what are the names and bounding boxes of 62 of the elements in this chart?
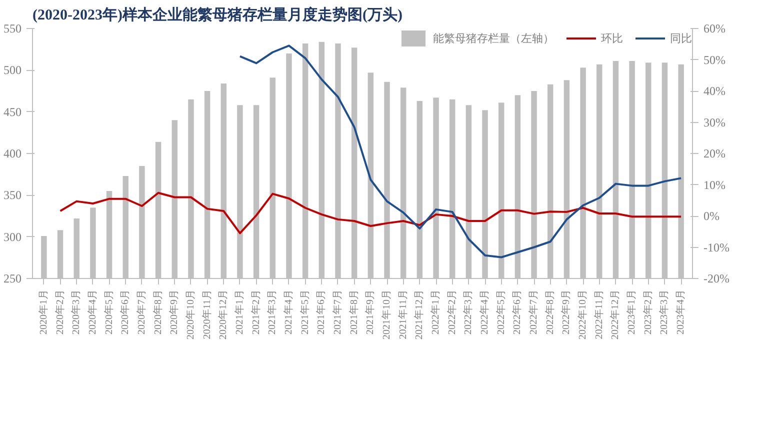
x-tick-label: 2020年11月 bbox=[200, 289, 213, 340]
x-tick-label: 2020年12月 bbox=[217, 290, 230, 340]
x-tick-label: 2020年8月 bbox=[152, 290, 164, 334]
y-tick-label: 250 bbox=[4, 272, 22, 286]
line-series bbox=[238, 44, 682, 258]
x-tick-label: 2022年12月 bbox=[609, 290, 622, 340]
x-tick-label: 2021年8月 bbox=[348, 290, 360, 334]
y-tick-label: 400 bbox=[4, 146, 22, 160]
y-tick-label: 300 bbox=[4, 230, 22, 244]
x-tick-label: 2021年4月 bbox=[282, 290, 294, 334]
x-tick-label: 2021年7月 bbox=[331, 290, 344, 334]
x-tick-label: 2021年6月 bbox=[315, 290, 328, 334]
x-tick-label: 2022年1月 bbox=[430, 290, 442, 334]
x-tick-label: 2020年9月 bbox=[168, 290, 180, 334]
legend-label: 同比 bbox=[670, 32, 692, 46]
y-tick-label: 550 bbox=[4, 22, 22, 36]
x-tick-label: 2020年1月 bbox=[37, 290, 50, 334]
x-tick-label: 2020年3月 bbox=[70, 290, 82, 334]
x-tick-label: 2022年10月 bbox=[576, 290, 589, 340]
x-tick-label: 2021年3月 bbox=[266, 290, 278, 334]
y2-tick-label: -20% bbox=[704, 272, 730, 286]
chart-title: (2020-2023年)样本企业能繁母猪存栏量月度走势图(万头) bbox=[32, 6, 402, 24]
x-tick-label: 2022年11月 bbox=[592, 289, 605, 340]
x-tick-label: 2023年2月 bbox=[642, 290, 654, 334]
x-tick-label: 2020年5月 bbox=[102, 290, 115, 334]
y2-tick-label: 40% bbox=[704, 84, 726, 98]
x-tick-label: 2021年5月 bbox=[298, 290, 311, 334]
y2-tick-label: 10% bbox=[704, 178, 726, 192]
x-tick-label: 2021年1月 bbox=[233, 290, 246, 334]
y2-tick-label: 60% bbox=[704, 22, 726, 36]
y2-tick-label: -10% bbox=[704, 240, 730, 254]
x-tick-label: 2021年10月 bbox=[380, 290, 393, 340]
legend-label: 能繁母猪存栏量（左轴） bbox=[433, 32, 554, 46]
x-tick-label: 2020年2月 bbox=[54, 290, 66, 334]
x-tick-label: 2022年5月 bbox=[494, 290, 507, 334]
y2-tick-label: 0% bbox=[704, 209, 720, 223]
x-tick-label: 2022年6月 bbox=[511, 290, 524, 334]
x-tick-label: 2022年8月 bbox=[544, 290, 556, 334]
x-tick-label: 2022年2月 bbox=[446, 290, 458, 334]
x-tick-label: 2023年4月 bbox=[674, 290, 687, 334]
x-tick-label: 2022年4月 bbox=[478, 290, 491, 334]
x-tick-label: 2021年12月 bbox=[413, 290, 426, 340]
y-tick-label: 500 bbox=[4, 63, 22, 78]
x-tick-label: 2023年1月 bbox=[626, 290, 638, 334]
y2-tick-label: 30% bbox=[704, 115, 726, 130]
x-tick-label: 2022年7月 bbox=[528, 290, 540, 334]
y2-tick-label: 50% bbox=[704, 52, 726, 67]
legend-label: 环比 bbox=[601, 32, 623, 46]
x-tick-label: 2022年9月 bbox=[560, 290, 572, 334]
x-tick-label: 2020年7月 bbox=[135, 290, 148, 334]
line-series bbox=[59, 192, 682, 234]
y2-tick-label: 20% bbox=[704, 146, 726, 160]
x-tick-label: 2022年3月 bbox=[462, 290, 474, 334]
x-tick-label: 2021年2月 bbox=[250, 290, 262, 334]
x-tick-label: 2020年4月 bbox=[86, 290, 98, 334]
x-tick-label: 2023年3月 bbox=[658, 290, 670, 334]
x-tick-label: 2020年6月 bbox=[119, 290, 132, 334]
x-tick-label: 2020年10月 bbox=[184, 290, 196, 340]
x-tick-label: 2021年9月 bbox=[364, 290, 376, 334]
y-tick-label: 350 bbox=[4, 188, 22, 202]
y-tick-label: 450 bbox=[4, 104, 22, 119]
x-tick-label: 2021年11月 bbox=[396, 289, 409, 340]
